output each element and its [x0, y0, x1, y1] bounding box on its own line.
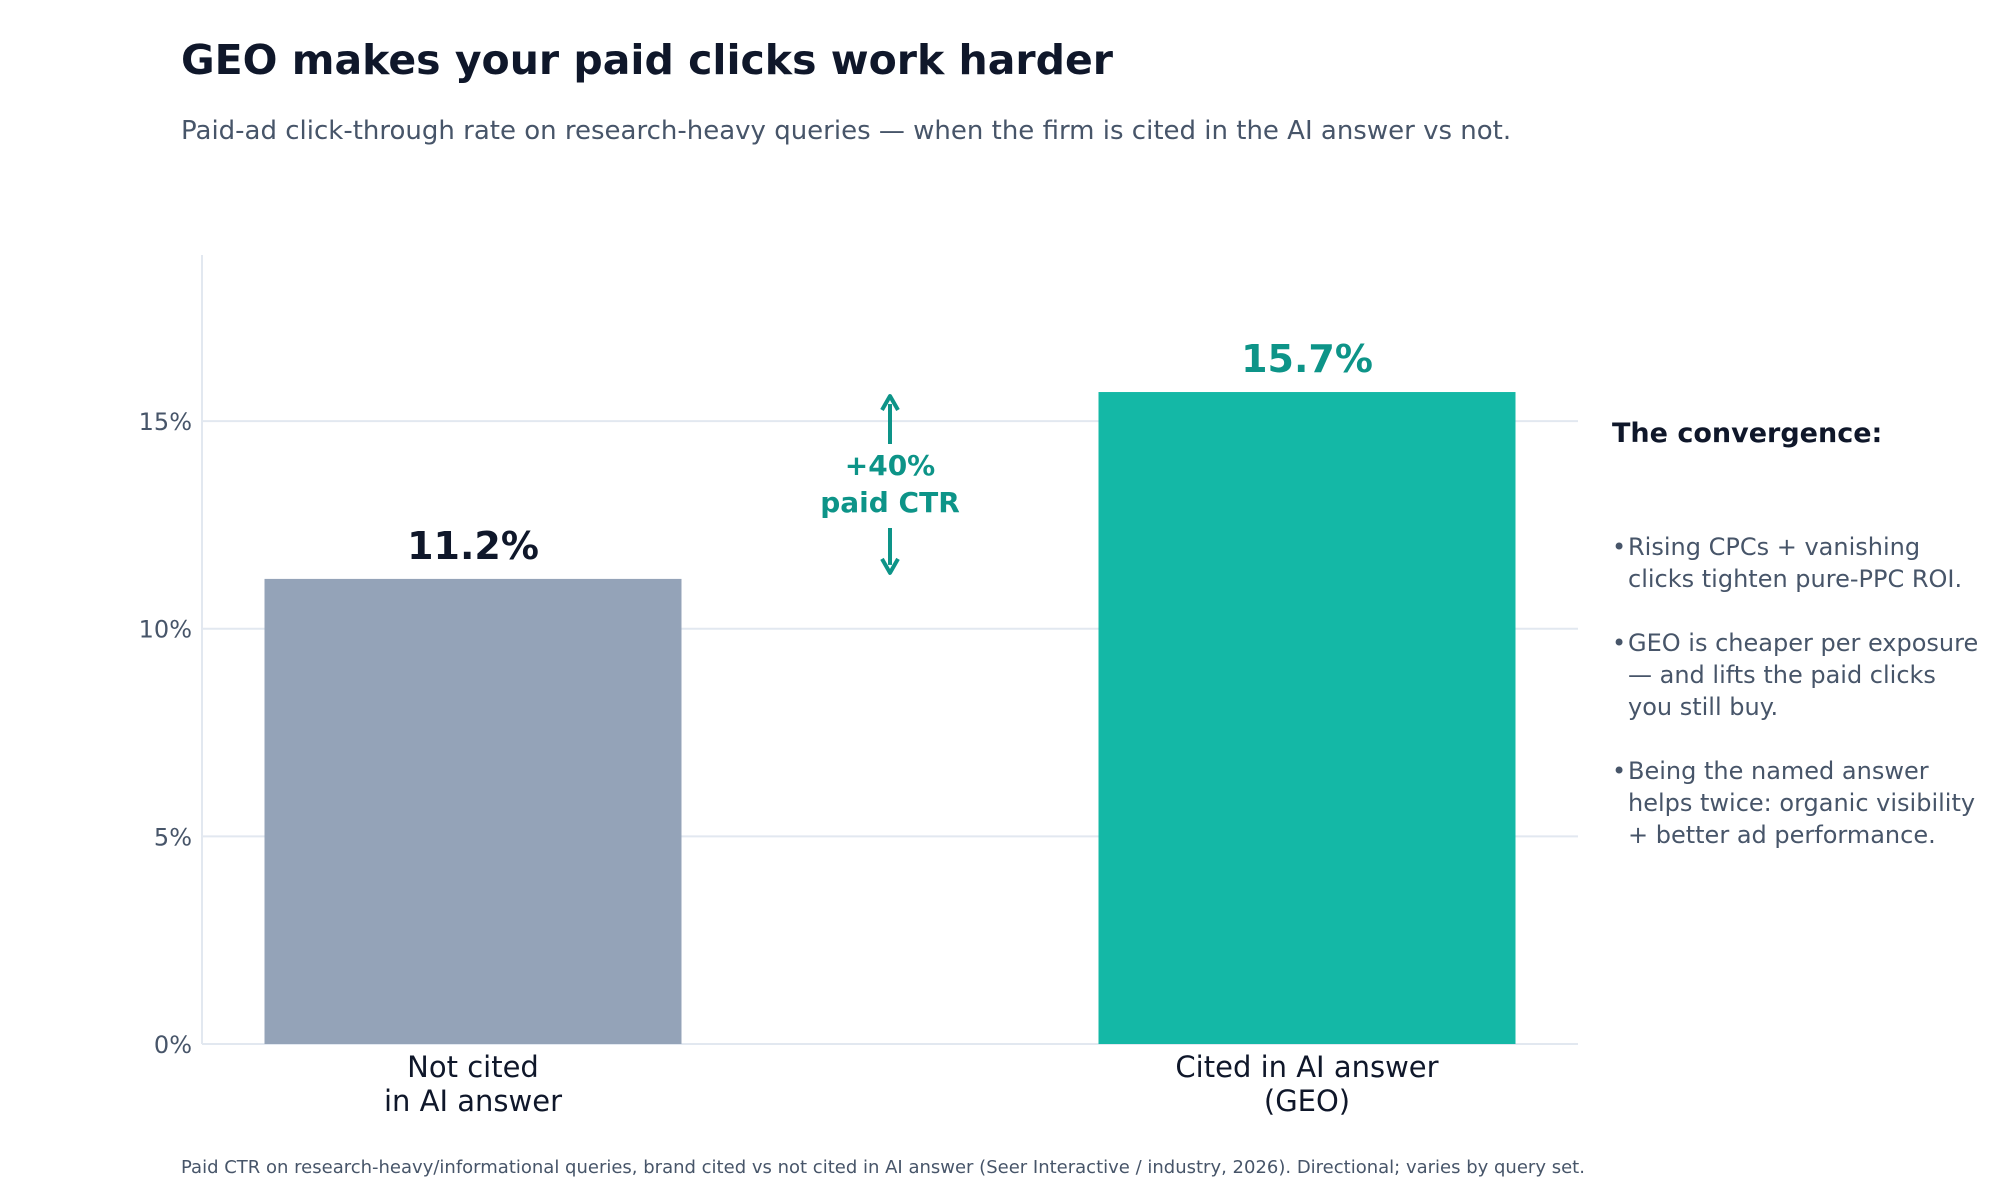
side-panel-bullet-text: GEO is cheaper per exposure — and lifts …	[1628, 629, 1979, 721]
footnote: Paid CTR on research-heavy/informational…	[181, 1157, 1585, 1178]
side-panel-bullet-text: Rising CPCs + vanishing clicks tighten p…	[1628, 533, 1963, 593]
x-tick-label: in AI answer	[384, 1084, 562, 1118]
side-panel: The convergence: • Rising CPCs + vanishi…	[1612, 418, 1982, 883]
annotation-label: +40%	[845, 449, 935, 482]
chart-subtitle: Paid-ad click-through rate on research-h…	[181, 116, 1512, 146]
bullet-marker: •	[1612, 629, 1627, 657]
arrow-up-icon	[880, 394, 900, 412]
annotation-label: paid CTR	[820, 486, 960, 519]
y-tick-label: 15%	[139, 408, 192, 436]
bar-value-label: 15.7%	[1241, 337, 1373, 381]
bullet-marker: •	[1612, 757, 1627, 785]
y-tick-label: 5%	[154, 823, 192, 851]
x-tick-label: Not cited	[407, 1050, 539, 1084]
side-panel-bullet-text: Being the named answer helps twice: orga…	[1628, 757, 1976, 849]
y-tick-label: 10%	[139, 616, 192, 644]
side-panel-bullet: • GEO is cheaper per exposure — and lift…	[1612, 627, 1982, 723]
x-tick-label: (GEO)	[1264, 1084, 1350, 1118]
side-panel-bullet: • Rising CPCs + vanishing clicks tighten…	[1612, 531, 1982, 595]
chart-title: GEO makes your paid clicks work harder	[181, 36, 1114, 84]
x-tick-label: Cited in AI answer	[1175, 1050, 1438, 1084]
y-tick-label: 0%	[154, 1031, 192, 1059]
bar	[1098, 392, 1516, 1044]
bullet-marker: •	[1612, 533, 1627, 561]
side-panel-bullet: • Being the named answer helps twice: or…	[1612, 755, 1982, 851]
bar-value-label: 11.2%	[407, 524, 539, 568]
side-panel-heading: The convergence:	[1612, 418, 1883, 449]
arrow-down-icon	[880, 557, 900, 575]
bar	[264, 578, 682, 1044]
